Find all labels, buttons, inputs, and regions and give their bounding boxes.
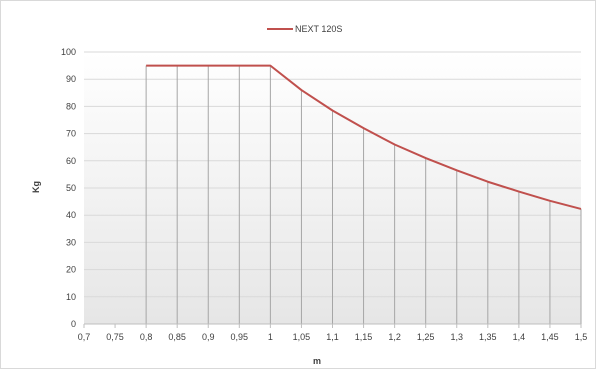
legend: NEXT 120S (267, 24, 342, 34)
x-tick-label: 0,8 (140, 332, 153, 342)
y-tick-label: 40 (66, 210, 76, 220)
y-tick-label: 90 (66, 74, 76, 84)
legend-label: NEXT 120S (295, 24, 342, 34)
y-tick-label: 60 (66, 156, 76, 166)
x-tick-label: 1,3 (450, 332, 463, 342)
x-tick-label: 0,9 (202, 332, 215, 342)
x-tick-label: 1,25 (417, 332, 435, 342)
axes: 0 10 20 30 40 50 60 70 80 90 100 0,7 0,75 0,8 0,85 0,9 0… (61, 47, 587, 342)
x-tick-label: 0,85 (168, 332, 186, 342)
x-tick-label: 1,45 (541, 332, 559, 342)
x-tick-label: 1,4 (513, 332, 526, 342)
x-tick-label: 1,2 (388, 332, 401, 342)
x-tick-label: 1,5 (575, 332, 588, 342)
y-tick-label: 70 (66, 129, 76, 139)
x-tick-label: 1 (268, 332, 273, 342)
y-tick-label: 100 (61, 47, 76, 57)
series-line (146, 64, 582, 210)
y-axis-title: Kg (31, 181, 41, 193)
x-tick-label: 1,15 (355, 332, 373, 342)
y-tick-label: 80 (66, 101, 76, 111)
x-axis-title: m (313, 356, 321, 366)
x-tick-label: 1,05 (293, 332, 311, 342)
x-tick-label: 1,35 (479, 332, 497, 342)
y-tick-label: 30 (66, 237, 76, 247)
drop-lines (145, 65, 582, 324)
x-tick-label: 0,7 (78, 332, 91, 342)
y-tick-label: 50 (66, 183, 76, 193)
y-tick-label: 20 (66, 265, 76, 275)
y-tick-label: 0 (71, 319, 76, 329)
y-tick-label: 10 (66, 292, 76, 302)
x-tick-label: 0,95 (231, 332, 249, 342)
series-layer (146, 64, 582, 210)
x-tick-label: 0,75 (106, 332, 124, 342)
x-tick-label: 1,1 (326, 332, 339, 342)
